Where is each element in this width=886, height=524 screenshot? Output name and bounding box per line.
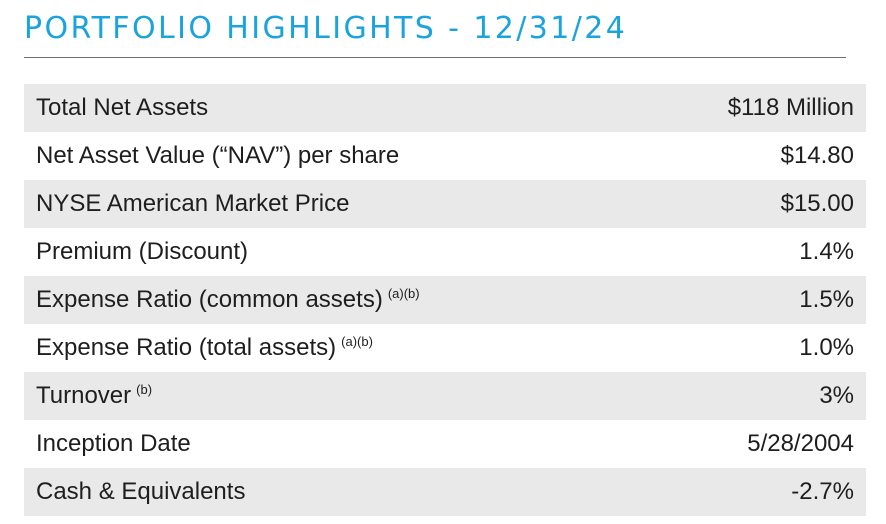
page-title: PORTFOLIO HIGHLIGHTS - 12/31/24 — [24, 11, 628, 46]
row-value: $118 Million — [727, 94, 854, 121]
row-label: Turnover (b) — [36, 382, 153, 409]
row-label: Expense Ratio (total assets) (a)(b) — [36, 334, 373, 361]
table-row: Expense Ratio (common assets) (a)(b) 1.5% — [24, 276, 866, 324]
table-row: Total Net Assets $118 Million — [24, 84, 866, 132]
row-value: 1.0% — [799, 334, 854, 361]
table-row: Expense Ratio (total assets) (a)(b) 1.0% — [24, 324, 866, 372]
footnote-marker: (a)(b) — [387, 286, 420, 301]
table-row: Cash & Equivalents -2.7% — [24, 468, 866, 516]
row-label: Premium (Discount) — [36, 238, 249, 265]
row-label: Net Asset Value (“NAV”) per share — [36, 142, 400, 169]
row-value: -2.7% — [791, 478, 854, 505]
table-row: Premium (Discount) 1.4% — [24, 228, 866, 276]
row-label: Cash & Equivalents — [36, 478, 246, 505]
table-row: Turnover (b) 3% — [24, 372, 866, 420]
highlights-table: Total Net Assets $118 Million Net Asset … — [24, 84, 866, 516]
table-row: NYSE American Market Price $15.00 — [24, 180, 866, 228]
row-label: Total Net Assets — [36, 94, 209, 121]
title-divider — [24, 57, 846, 58]
footnote-marker: (a)(b) — [341, 334, 373, 349]
row-label: NYSE American Market Price — [36, 190, 350, 217]
row-value: $15.00 — [780, 190, 854, 217]
row-label: Inception Date — [36, 430, 191, 457]
table-row: Net Asset Value (“NAV”) per share $14.80 — [24, 132, 866, 180]
table-row: Inception Date 5/28/2004 — [24, 420, 866, 468]
row-value: 3% — [819, 382, 854, 409]
row-label: Expense Ratio (common assets) (a)(b) — [36, 286, 420, 313]
row-value: 5/28/2004 — [747, 430, 854, 457]
row-value: 1.4% — [799, 238, 854, 265]
footnote-marker: (b) — [136, 382, 153, 397]
row-value: $14.80 — [780, 142, 854, 169]
row-value: 1.5% — [799, 286, 854, 313]
